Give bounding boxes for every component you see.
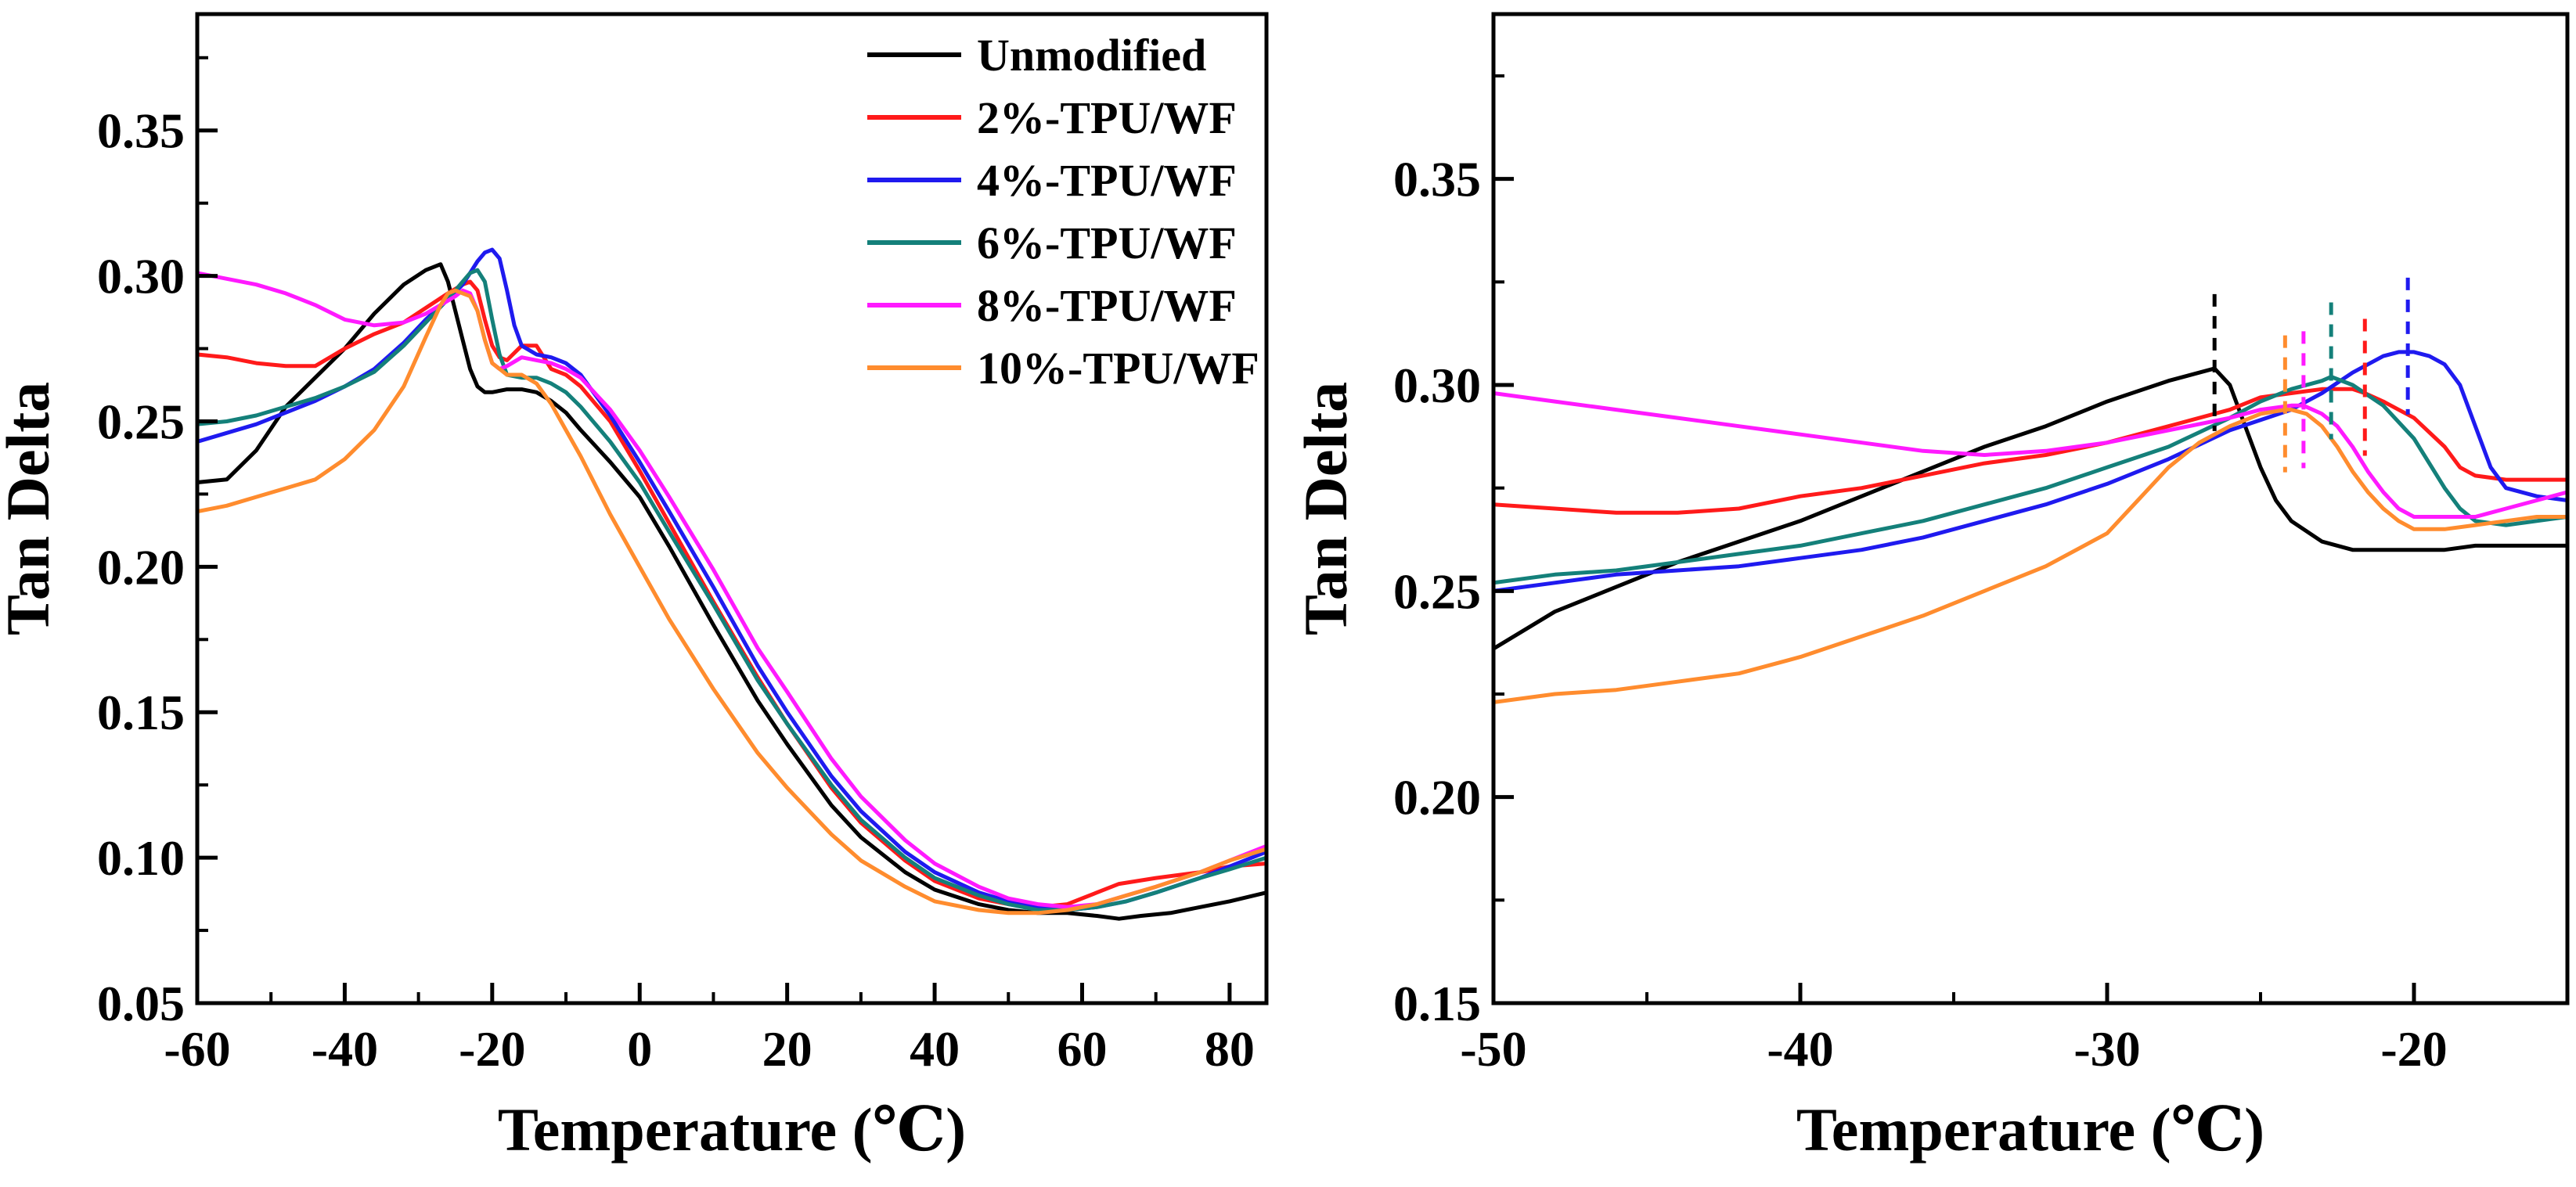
x-tick-label: 20 — [762, 1021, 812, 1077]
y-tick-label: 0.30 — [97, 249, 185, 304]
legend-label-2pct-tpu-wf: 2%-TPU/WF — [977, 92, 1237, 143]
x-tick-label: -60 — [164, 1021, 230, 1077]
y-axis: 0.15 0.20 0.25 0.30 0.35 — [1393, 74, 1514, 1031]
legend-label-10pct-tpu-wf: 10%-TPU/WF — [977, 343, 1259, 394]
peak-markers — [2212, 277, 2410, 473]
x-tick-label: 0 — [627, 1021, 652, 1077]
series-line-10pct-tpu-wf — [197, 288, 1266, 915]
chart-panel-left: -60 -40 -20 0 20 40 60 800.050.100.150.200.250.… — [0, 12, 1269, 1164]
plot-frame — [1491, 12, 2570, 1005]
x-tick-label: 40 — [910, 1021, 960, 1077]
series-line-2pct-tpu-wf — [1493, 387, 2567, 515]
x-tick-label: -20 — [2380, 1021, 2447, 1077]
x-tick-label: -20 — [459, 1021, 525, 1077]
x-tick-label: 60 — [1057, 1021, 1107, 1077]
legend-label-8pct-tpu-wf: 8%-TPU/WF — [977, 280, 1237, 331]
series-line-6pct-tpu-wf — [197, 268, 1266, 912]
x-tick-label: -40 — [1767, 1021, 1833, 1077]
y-tick-label: 0.15 — [1393, 976, 1481, 1031]
x-tick-label: -50 — [1460, 1021, 1526, 1077]
y-tick-label: 0.10 — [97, 830, 185, 886]
series-group — [197, 247, 1266, 921]
y-tick-label: 0.05 — [97, 976, 185, 1031]
x-axis: -50 -40 -30 -20 — [1460, 983, 2448, 1077]
legend-label-6pct-tpu-wf: 6%-TPU/WF — [977, 218, 1237, 268]
series-line-unmodified — [197, 262, 1266, 921]
x-axis-title: Temperature (℃) — [498, 1095, 966, 1164]
y-tick-label: 0.20 — [1393, 770, 1481, 826]
series-line-6pct-tpu-wf — [1493, 375, 2567, 585]
series-group — [1493, 350, 2567, 704]
legend: Unmodified 2%-TPU/WF 4%-TPU/WF 6%-TPU/WF 8%-… — [867, 30, 1259, 394]
y-tick-label: 0.35 — [97, 103, 185, 159]
y-axis-title: Tan Delta — [0, 382, 62, 635]
legend-label-4pct-tpu-wf: 4%-TPU/WF — [977, 155, 1237, 206]
y-tick-label: 0.30 — [1393, 358, 1481, 413]
y-axis-title: Tan Delta — [1292, 382, 1360, 635]
legend-label-unmodified: Unmodified — [977, 30, 1206, 81]
x-axis-title: Temperature (℃) — [1796, 1095, 2264, 1164]
y-tick-label: 0.20 — [97, 539, 185, 595]
series-line-4pct-tpu-wf — [197, 247, 1266, 912]
plot-frame — [195, 12, 1269, 1005]
y-tick-label: 0.25 — [1393, 563, 1481, 619]
y-tick-label: 0.15 — [97, 685, 185, 740]
series-line-unmodified — [1493, 366, 2567, 651]
series-line-8pct-tpu-wf — [1493, 391, 2567, 519]
series-line-8pct-tpu-wf — [197, 271, 1266, 909]
chart-panel-right: -50 -40 -30 -20 0.15 0.20 0.25 0.30 0.35 Temperat… — [1292, 12, 2570, 1164]
series-line-10pct-tpu-wf — [1493, 408, 2567, 704]
x-tick-label: -40 — [312, 1021, 378, 1077]
y-tick-label: 0.35 — [1393, 152, 1481, 207]
x-tick-label: -30 — [2073, 1021, 2140, 1077]
x-tick-label: 80 — [1205, 1021, 1255, 1077]
y-axis: 0.05 0.10 0.15 0.20 0.25 0.30 0.35 — [97, 56, 218, 1031]
x-axis: -60 -40 -20 0 20 40 60 80 — [164, 983, 1255, 1077]
y-tick-label: 0.25 — [97, 394, 185, 449]
